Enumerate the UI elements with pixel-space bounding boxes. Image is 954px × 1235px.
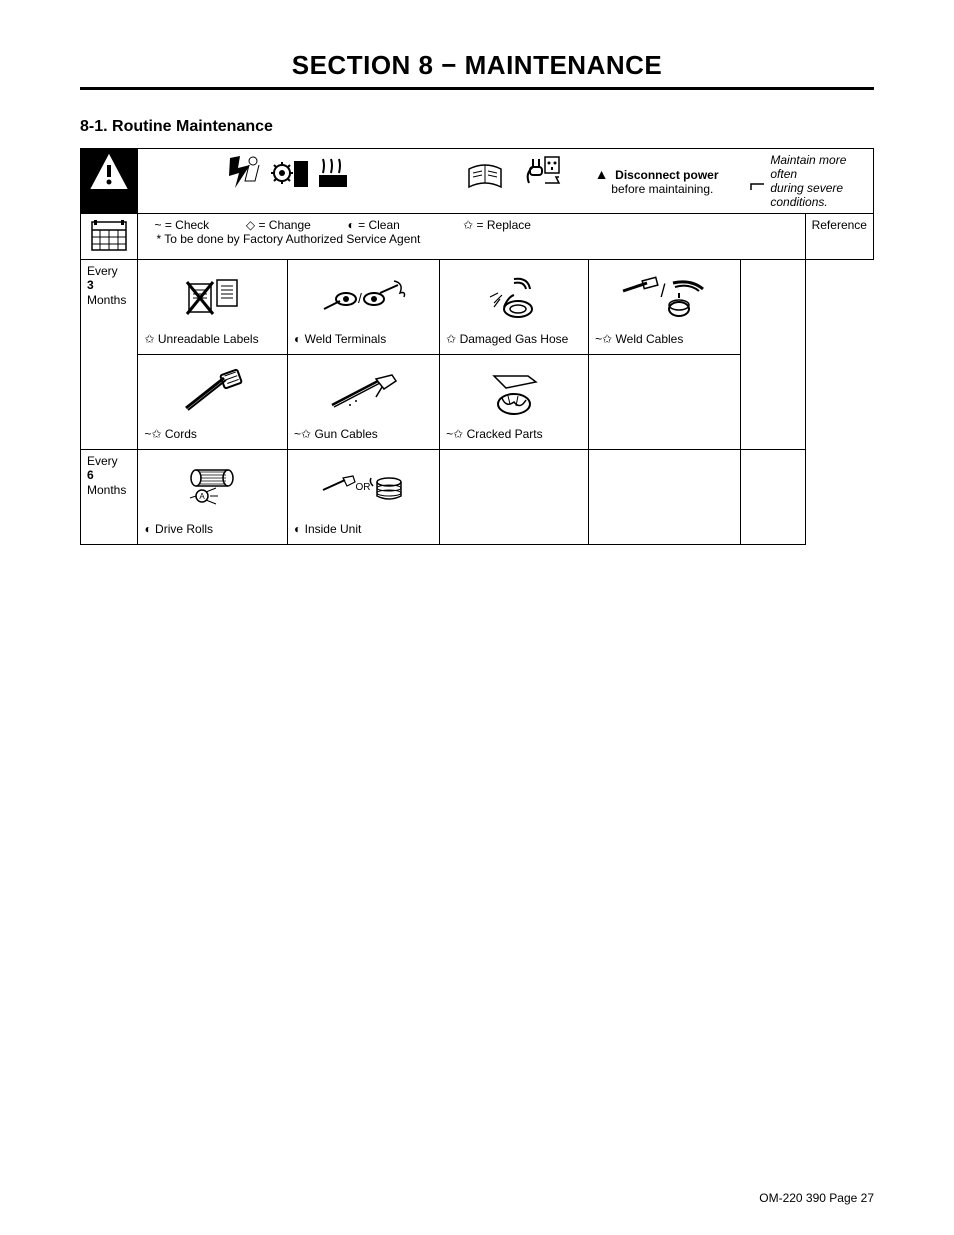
manual-icons	[440, 149, 589, 214]
label-inside: Inside Unit	[305, 522, 362, 536]
cell-gun: ~✩ Gun Cables	[288, 355, 440, 450]
legend-replace: = Replace	[473, 218, 531, 232]
ref-6months	[741, 450, 805, 545]
sym-cords: ~✩	[144, 427, 161, 441]
section-title: SECTION 8 − MAINTENANCE	[80, 50, 874, 90]
labels-icon	[183, 274, 243, 320]
warning-icon	[89, 153, 129, 191]
label-cords: Cords	[165, 427, 197, 441]
sym-hose: ✩	[446, 332, 456, 346]
label-cracked: Cracked Parts	[467, 427, 543, 441]
sym-cracked: ~✩	[446, 427, 463, 441]
cracked-icon	[484, 368, 544, 416]
label-hose: Damaged Gas Hose	[460, 332, 569, 346]
disconnect-bold: Disconnect power	[615, 168, 718, 182]
hose-icon	[484, 273, 544, 321]
cell-empty-6a	[440, 450, 589, 545]
disconnect-note: ▲ Disconnect power before maintaining.	[589, 149, 741, 214]
inside-icon	[319, 472, 409, 502]
warning-icon-cell	[81, 149, 138, 214]
label-gun: Gun Cables	[314, 427, 377, 441]
cell-hose: ✩ Damaged Gas Hose	[440, 260, 589, 355]
legend-change: = Change	[255, 218, 311, 232]
cell-driverolls: ◐ Drive Rolls	[138, 450, 288, 545]
sym-gun: ~✩	[294, 427, 311, 441]
sym-driverolls: ◐	[144, 522, 151, 536]
gun-icon	[326, 371, 402, 413]
disconnect-sub: before maintaining.	[611, 182, 713, 196]
label-weldcables: Weld Cables	[616, 332, 684, 346]
hazard-icons	[138, 149, 440, 214]
ref-3months	[741, 260, 805, 450]
sym-inside: ◐	[294, 522, 301, 536]
page-footer: OM-220 390 Page 27	[759, 1191, 874, 1205]
label-terminals: Weld Terminals	[305, 332, 387, 346]
legend-clean: = Clean	[355, 218, 400, 232]
freq-3months: Every3Months	[81, 260, 138, 450]
driverolls-icon	[188, 466, 238, 508]
sym-terminals: ◐	[294, 332, 301, 346]
maintain-line1: Maintain more often	[770, 153, 846, 181]
maintenance-table: ▲ Disconnect power before maintaining. M…	[80, 148, 874, 545]
shock-icon	[225, 153, 265, 193]
calendar-icon-cell	[81, 214, 138, 260]
cords-icon	[180, 368, 246, 416]
sym-labels: ✩	[144, 332, 154, 346]
label-labels: Unreadable Labels	[158, 332, 259, 346]
unplug-icon	[521, 153, 563, 193]
maintain-note: Maintain more often during severe condit…	[741, 149, 874, 214]
reference-header: Reference	[805, 214, 873, 260]
weldcables-icon	[619, 275, 711, 319]
cell-inside: ◐ Inside Unit	[288, 450, 440, 545]
freq-6months: Every6Months	[81, 450, 138, 545]
label-driverolls: Drive Rolls	[155, 522, 213, 536]
maintain-line2: during severe conditions.	[770, 181, 843, 209]
cell-cords: ~✩ Cords	[138, 355, 288, 450]
cell-weldcables: ~✩ Weld Cables	[589, 260, 741, 355]
cell-terminals: ◐ Weld Terminals	[288, 260, 440, 355]
terminals-icon	[320, 277, 408, 317]
read-manual-icon	[465, 159, 505, 193]
moving-parts-icon	[268, 153, 310, 193]
legend-note: * To be done by Factory Authorized Servi…	[144, 232, 798, 246]
calendar-icon	[90, 218, 128, 252]
hand-pointer-icon	[747, 172, 764, 190]
cell-labels: ✩ Unreadable Labels	[138, 260, 288, 355]
cell-cracked: ~✩ Cracked Parts	[440, 355, 589, 450]
cell-empty-6b	[589, 450, 741, 545]
legend-cell: ~ = Check ◇ = Change ◐ = Clean ✩ = Repla…	[138, 214, 805, 260]
hot-surface-icon	[313, 153, 353, 193]
cell-empty-3m	[589, 355, 741, 450]
subsection-heading: 8-1. Routine Maintenance	[80, 118, 874, 136]
sym-weldcables: ~✩	[595, 332, 612, 346]
legend-check: = Check	[161, 218, 209, 232]
